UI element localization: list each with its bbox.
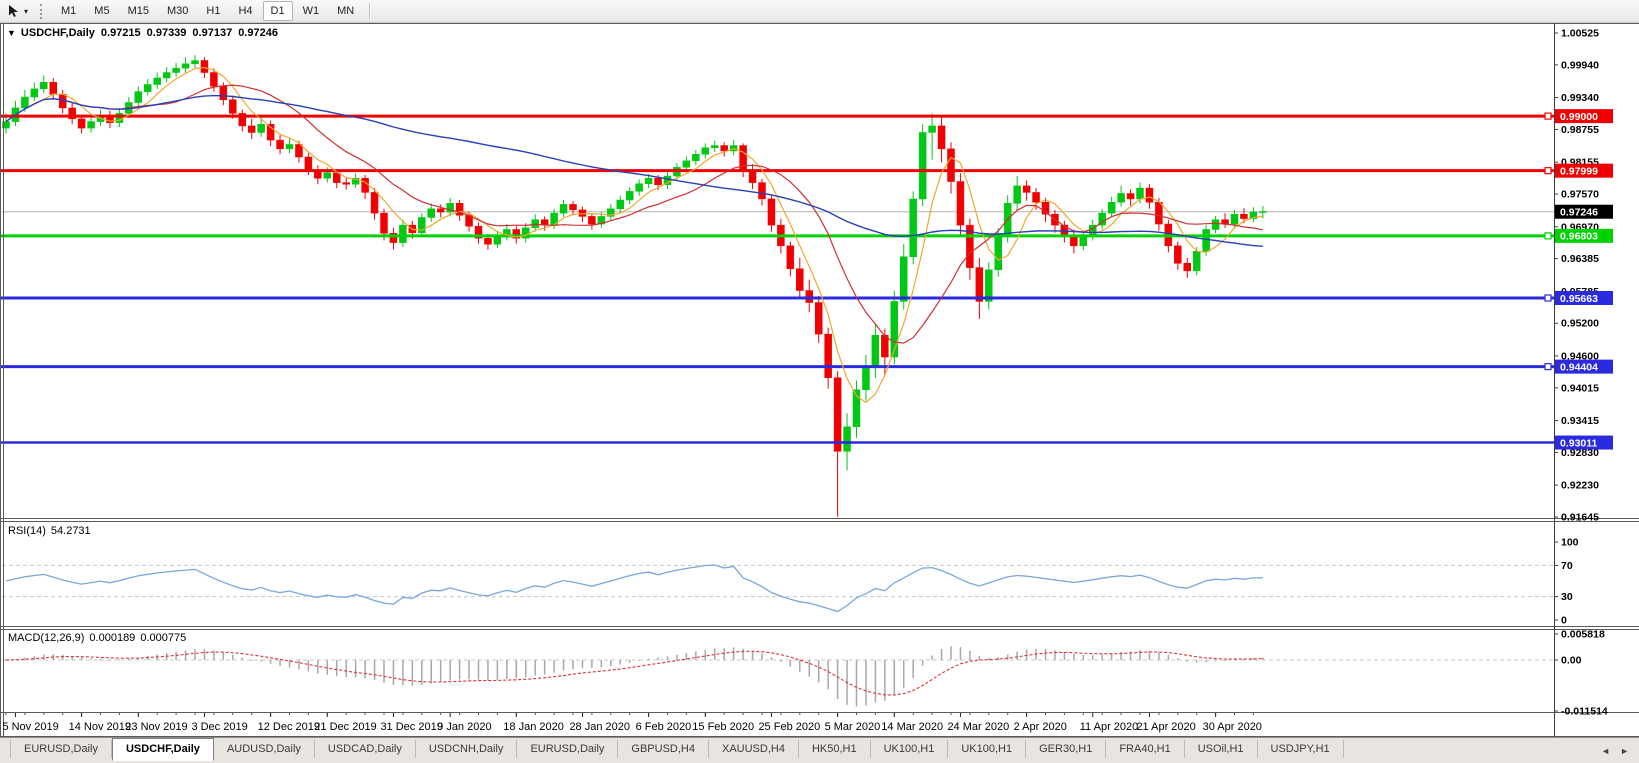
chart-canvas[interactable]: 1.005250.999400.993400.987550.981550.975…	[0, 23, 1639, 737]
tab-usdchf-daily[interactable]: USDCHF,Daily	[111, 738, 214, 761]
cursor-tool-button[interactable]: ▾	[3, 2, 32, 20]
top-toolbar: ▾ M1 M5 M15 M30 H1 H4 D1 W1 MN	[0, 0, 1639, 23]
tab-eurusd-daily[interactable]: EURUSD,Daily	[10, 740, 112, 758]
svg-text:6 Feb 2020: 6 Feb 2020	[636, 721, 692, 733]
svg-text:14 Nov 2019: 14 Nov 2019	[69, 721, 131, 733]
tab-eurusd-daily[interactable]: EURUSD,Daily	[517, 740, 619, 758]
svg-text:5 Mar 2020: 5 Mar 2020	[825, 721, 881, 733]
timeframe-button-m15[interactable]: M15	[127, 5, 149, 17]
svg-text:0.93415: 0.93415	[1561, 415, 1599, 427]
svg-text:0.98755: 0.98755	[1561, 124, 1599, 136]
timeframe-button-w1[interactable]: W1	[302, 5, 320, 17]
svg-text:0.92830: 0.92830	[1561, 447, 1599, 459]
svg-text:0.00: 0.00	[1561, 655, 1582, 667]
svg-text:0.99940: 0.99940	[1561, 59, 1599, 71]
svg-text:21 Dec 2019: 21 Dec 2019	[314, 721, 376, 733]
ma-slow-line	[5, 94, 1263, 247]
svg-text:14 Mar 2020: 14 Mar 2020	[881, 721, 943, 733]
timeframe-buttons: M1 M5 M15 M30 H1 H4 D1 W1 MN	[52, 0, 363, 22]
svg-text:31 Dec 2019: 31 Dec 2019	[380, 721, 442, 733]
svg-text:5 Nov 2019: 5 Nov 2019	[2, 721, 58, 733]
svg-text:11 Apr 2020: 11 Apr 2020	[1080, 721, 1139, 733]
cursor-icon	[9, 5, 18, 17]
svg-text:1.00525: 1.00525	[1561, 28, 1599, 40]
svg-text:0.95663: 0.95663	[1560, 293, 1598, 305]
timeframe-button-mn[interactable]: MN	[337, 5, 355, 17]
svg-text:0.95200: 0.95200	[1561, 318, 1599, 330]
svg-text:23 Nov 2019: 23 Nov 2019	[125, 721, 187, 733]
chevron-down-icon: ▾	[24, 6, 29, 16]
svg-text:2 Apr 2020: 2 Apr 2020	[1014, 721, 1067, 733]
tab-fra40-h1[interactable]: FRA40,H1	[1106, 740, 1185, 758]
svg-text:0.97246: 0.97246	[1560, 207, 1598, 219]
timeframe-button-h4[interactable]: H4	[238, 5, 253, 17]
svg-text:0.94015: 0.94015	[1561, 382, 1599, 394]
chart-tabs-bar: EURUSD,Daily USDCHF,Daily AUDUSD,Daily USDC…	[0, 737, 1639, 763]
chart-tabs: EURUSD,Daily USDCHF,Daily AUDUSD,Daily USDC…	[10, 738, 1344, 761]
timeframe-button-m1[interactable]: M1	[61, 5, 77, 17]
svg-text:70: 70	[1561, 560, 1573, 572]
svg-text:30: 30	[1561, 591, 1573, 603]
svg-text:0.97570: 0.97570	[1561, 189, 1599, 201]
svg-text:12 Dec 2019: 12 Dec 2019	[258, 721, 320, 733]
tab-scroll-nav: ◄ ►	[1601, 746, 1639, 756]
macd-signal-line	[5, 650, 1263, 696]
tab-gbpusd-h4[interactable]: GBPUSD,H4	[618, 740, 709, 758]
svg-text:0.93011: 0.93011	[1560, 437, 1598, 449]
rsi-line	[5, 564, 1263, 613]
svg-text:18 Jan 2020: 18 Jan 2020	[503, 721, 564, 733]
timeframe-button-h1[interactable]: H1	[206, 5, 221, 17]
tab-uk100-h1[interactable]: UK100,H1	[871, 740, 949, 758]
tab-ger30-h1[interactable]: GER30,H1	[1026, 740, 1107, 758]
svg-text:0.97999: 0.97999	[1560, 165, 1598, 177]
svg-text:21 Apr 2020: 21 Apr 2020	[1136, 721, 1195, 733]
svg-text:0.92230: 0.92230	[1561, 480, 1599, 492]
tab-xauusd-h4[interactable]: XAUUSD,H4	[709, 740, 799, 758]
tab-hk50-h1[interactable]: HK50,H1	[799, 740, 871, 758]
ma-medium-line	[5, 84, 1263, 344]
chart-window: 1.00525 0.99940 0.99340 0.98755 0.98155 0.975…	[0, 23, 1639, 737]
svg-text:0.005818: 0.005818	[1561, 628, 1605, 640]
tab-uk100-h1[interactable]: UK100,H1	[948, 740, 1027, 758]
svg-text:15 Feb 2020: 15 Feb 2020	[692, 721, 754, 733]
tab-usoil-h1[interactable]: USOil,H1	[1185, 740, 1258, 758]
svg-text:24 Mar 2020: 24 Mar 2020	[947, 721, 1009, 733]
svg-text:0.99000: 0.99000	[1560, 111, 1598, 123]
svg-text:28 Jan 2020: 28 Jan 2020	[569, 721, 630, 733]
timeframe-button-m5[interactable]: M5	[94, 5, 110, 17]
svg-text:3 Dec 2019: 3 Dec 2019	[191, 721, 247, 733]
svg-text:100: 100	[1561, 537, 1579, 549]
tab-audusd-daily[interactable]: AUDUSD,Daily	[214, 740, 315, 758]
tab-usdcad-daily[interactable]: USDCAD,Daily	[315, 740, 416, 758]
tab-usdjpy-h1[interactable]: USDJPY,H1	[1258, 740, 1344, 758]
tab-scroll-left-icon[interactable]: ◄	[1601, 745, 1611, 756]
timeframe-button-d1[interactable]: D1	[262, 1, 293, 21]
svg-text:9 Jan 2020: 9 Jan 2020	[437, 721, 491, 733]
svg-text:30 Apr 2020: 30 Apr 2020	[1203, 721, 1262, 733]
svg-text:0.99340: 0.99340	[1561, 92, 1599, 104]
ma-fast-line	[5, 66, 1263, 404]
toolbar-separator	[369, 3, 371, 19]
svg-text:0.91645: 0.91645	[1561, 512, 1599, 524]
tab-usdcnh-daily[interactable]: USDCNH,Daily	[416, 740, 518, 758]
svg-text:25 Feb 2020: 25 Feb 2020	[758, 721, 820, 733]
svg-text:0: 0	[1561, 615, 1567, 627]
svg-text:0.96385: 0.96385	[1561, 253, 1599, 265]
svg-text:0.96803: 0.96803	[1560, 231, 1598, 243]
svg-text:-0.011514: -0.011514	[1561, 706, 1608, 718]
svg-text:0.94404: 0.94404	[1560, 361, 1598, 373]
svg-text:0.94600: 0.94600	[1561, 350, 1599, 362]
tab-scroll-right-icon[interactable]: ►	[1620, 745, 1629, 756]
toolbar-grip[interactable]	[40, 3, 46, 19]
timeframe-button-m30[interactable]: M30	[166, 5, 189, 17]
